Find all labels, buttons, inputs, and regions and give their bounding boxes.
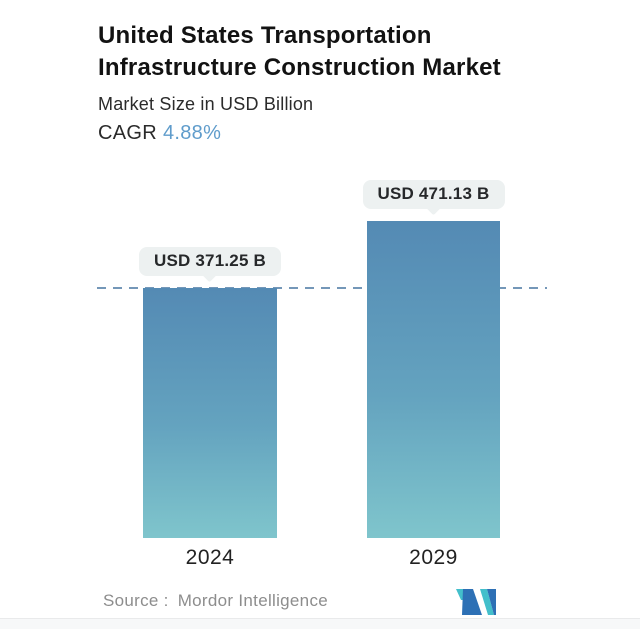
source-value: Mordor Intelligence — [177, 591, 328, 610]
source-label: Source : — [103, 591, 169, 610]
x-axis-tick-2029: 2029 — [409, 546, 458, 569]
bottom-strip — [0, 618, 640, 629]
chart-subtitle: Market Size in USD Billion — [98, 94, 314, 114]
bar-2029[interactable] — [367, 221, 500, 538]
mordor-intelligence-logo — [456, 589, 496, 615]
cagr-row: CAGR 4.88% — [98, 122, 568, 145]
chart-title: United States Transportation Infrastruct… — [98, 22, 501, 81]
cagr-label: CAGR — [98, 122, 157, 144]
value-label-2029: USD 471.13 B — [362, 180, 505, 216]
source-attribution: Source : Mordor Intelligence — [103, 591, 328, 611]
cagr-value: 4.88% — [162, 122, 222, 144]
bar-2024[interactable] — [143, 288, 277, 538]
x-axis-tick-2024: 2024 — [185, 546, 235, 569]
chart-header: United States Transportation Infrastruct… — [98, 20, 568, 145]
value-label-2029-text: USD 471.13 B — [377, 184, 490, 203]
plot-area: USD 371.25 B USD 471.13 B — [97, 180, 547, 538]
reference-dashed-line — [97, 287, 547, 289]
value-label-2024-text: USD 371.25 B — [153, 251, 267, 270]
bar-group-2024: USD 371.25 B — [138, 247, 282, 538]
value-label-2024: USD 371.25 B — [138, 247, 282, 283]
bar-group-2029: USD 471.13 B — [362, 180, 505, 538]
